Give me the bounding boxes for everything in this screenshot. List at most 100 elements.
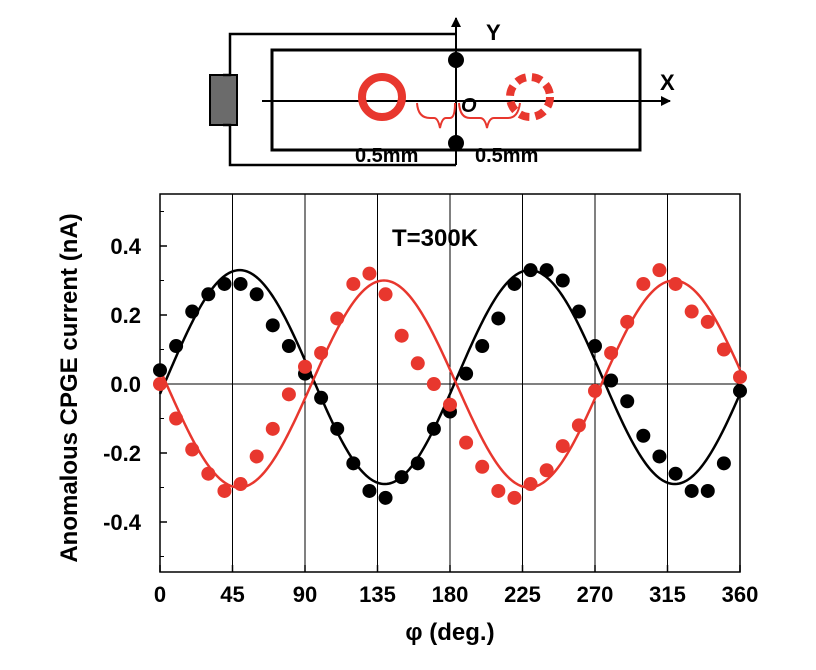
data-point-red <box>684 304 699 319</box>
data-point-red <box>475 459 490 474</box>
x-tick-label: 0 <box>154 582 166 607</box>
device-schematic: Y X O 0.5mm 0.5mm <box>209 17 675 167</box>
contact-dot-bottom <box>448 135 464 151</box>
data-point-red <box>410 356 425 371</box>
data-point-black <box>249 287 264 302</box>
data-point-black <box>604 373 619 388</box>
left-offset-brace <box>416 102 456 129</box>
data-point-black <box>491 311 506 326</box>
data-point-black <box>668 466 683 481</box>
fit-curve-black <box>158 268 742 486</box>
x-axis-label: X <box>660 70 675 95</box>
y-axis-title: Anomalous CPGE current (nA) <box>56 213 83 562</box>
data-point-red <box>185 442 200 457</box>
data-point-red <box>265 421 280 436</box>
y-tick-label: 0.0 <box>110 372 141 397</box>
data-point-red <box>733 370 747 385</box>
y-tick-label: -0.2 <box>103 441 141 466</box>
data-point-black <box>426 421 441 436</box>
data-point-red <box>459 435 474 450</box>
data-point-red <box>426 377 441 391</box>
data-point-black <box>716 456 731 471</box>
data-point-black <box>507 276 522 291</box>
data-point-black <box>523 263 538 278</box>
left-offset-label: 0.5mm <box>355 145 418 167</box>
data-point-black <box>394 470 409 485</box>
data-point-red <box>201 466 216 481</box>
data-point-red <box>523 477 538 492</box>
data-point-black <box>700 483 715 498</box>
data-point-red <box>233 477 248 492</box>
data-point-black <box>475 339 490 354</box>
origin-label: O <box>461 95 477 117</box>
wire <box>223 123 456 167</box>
data-point-black <box>588 339 602 354</box>
data-point-black <box>410 456 425 471</box>
laser-spot-dashed <box>506 73 554 121</box>
y-tick-label: -0.4 <box>103 510 142 535</box>
y-tick-label: 0.4 <box>110 234 141 259</box>
y-axis-label: Y <box>486 20 501 45</box>
x-tick-label: 315 <box>649 582 686 607</box>
data-point-red <box>330 311 345 326</box>
x-tick-labels: 0 45 90 135 180 225 270 315 360 <box>154 582 758 607</box>
data-point-red <box>507 490 522 505</box>
data-point-red <box>604 345 619 360</box>
x-tick-label: 225 <box>504 582 541 607</box>
data-point-black <box>281 339 296 354</box>
data-point-black <box>362 483 377 498</box>
chart: 0 45 90 135 180 225 270 315 360 0.4 0.2 0.0 -0.2 -0.… <box>56 193 758 646</box>
temperature-annotation: T=300K <box>392 225 479 252</box>
data-point-red <box>281 387 296 402</box>
electrode-block <box>209 74 238 126</box>
data-point-red <box>652 263 667 278</box>
axis-ticks <box>159 211 741 572</box>
vertical-gridlines <box>232 194 668 572</box>
data-point-red <box>588 383 602 398</box>
data-point-black <box>217 276 232 291</box>
x-tick-label: 270 <box>577 582 614 607</box>
data-point-red <box>378 287 393 302</box>
x-tick-label: 360 <box>722 582 759 607</box>
data-point-red <box>539 463 554 478</box>
data-point-red <box>169 411 184 426</box>
data-point-black <box>652 449 667 464</box>
data-point-black <box>555 273 570 288</box>
data-point-black <box>233 276 248 291</box>
data-point-black <box>314 390 329 405</box>
fit-curves <box>158 268 742 489</box>
data-point-red <box>716 342 731 357</box>
data-point-black <box>378 490 393 505</box>
data-points <box>153 263 747 505</box>
data-point-red <box>668 276 683 291</box>
data-point-black <box>201 287 216 302</box>
fit-curve-red <box>158 279 742 489</box>
data-point-black <box>539 263 554 278</box>
wire <box>223 32 456 77</box>
data-point-red <box>491 483 506 498</box>
data-point-red <box>217 483 232 498</box>
data-point-red <box>394 328 409 343</box>
data-point-black <box>459 366 474 381</box>
data-point-red <box>700 314 715 329</box>
contact-dot-top <box>448 52 464 68</box>
data-point-black <box>620 394 635 409</box>
data-point-red <box>153 377 167 391</box>
data-point-black <box>571 304 586 319</box>
x-tick-label: 180 <box>432 582 469 607</box>
data-point-black <box>153 363 167 378</box>
data-point-red <box>362 266 377 281</box>
data-point-black <box>330 421 345 436</box>
data-point-black <box>169 339 184 354</box>
x-tick-label: 135 <box>359 582 396 607</box>
x-tick-label: 45 <box>220 582 244 607</box>
data-point-red <box>314 345 329 360</box>
right-offset-label: 0.5mm <box>475 145 538 167</box>
x-tick-label: 90 <box>293 582 317 607</box>
y-tick-labels: 0.4 0.2 0.0 -0.2 -0.4 <box>103 234 142 535</box>
data-point-red <box>555 439 570 454</box>
data-point-black <box>265 318 280 333</box>
data-point-red <box>249 449 264 464</box>
data-point-black <box>636 428 651 443</box>
